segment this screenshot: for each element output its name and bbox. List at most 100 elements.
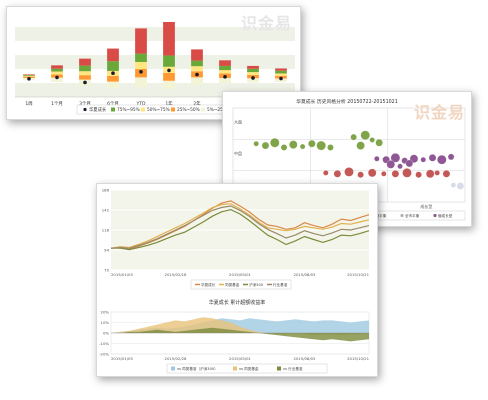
bar-segment — [135, 77, 147, 88]
y-tick-label: -20% — [99, 352, 109, 357]
scatter-point — [369, 137, 375, 143]
bar-segment — [163, 80, 175, 90]
fund-marker — [279, 76, 283, 81]
watermark: 识金易 — [240, 14, 292, 33]
scatter-point — [374, 156, 380, 162]
bar-segment — [163, 21, 175, 56]
legend-label: 50%~75% — [147, 107, 170, 113]
scatter-point — [381, 171, 387, 177]
scatter-point — [299, 143, 306, 150]
x-tick-label: 6个月 — [107, 101, 119, 107]
y-tick-label: 20% — [101, 310, 110, 315]
bar-segment — [247, 65, 259, 69]
scatter-point — [391, 170, 400, 178]
fund-marker — [167, 68, 171, 73]
scatter-point — [402, 168, 412, 178]
bar-segment — [247, 78, 259, 83]
x-tick-label: 2015/10/21 — [347, 356, 369, 361]
y-tick-label: 186 — [102, 188, 110, 193]
bar-segment — [79, 65, 91, 72]
series-line — [110, 203, 370, 249]
x-tick-label: 2015/01/05 — [111, 356, 133, 361]
scatter-point — [316, 140, 326, 151]
scatter-point — [344, 167, 354, 177]
series-line — [110, 205, 370, 249]
bar-segment — [23, 74, 35, 76]
series-area — [111, 317, 369, 336]
fund-marker — [27, 77, 31, 81]
scatter-point — [280, 144, 288, 151]
scatter-point — [447, 153, 455, 161]
bar-segment — [191, 49, 203, 61]
y-tick-label: -10% — [99, 341, 109, 346]
scatter-point — [327, 144, 334, 151]
scatter-point — [289, 140, 298, 149]
chart-title: 华夏成长 历史风格分析 20150722-20151021 — [296, 98, 398, 105]
bar-segment — [79, 75, 91, 80]
legend-swatch — [141, 107, 145, 112]
x-tick-label: 成长型 — [420, 203, 432, 209]
series-line — [111, 208, 370, 251]
y-tick-label: 118 — [102, 228, 110, 233]
legend-swatch — [201, 107, 205, 112]
legend-swatch — [400, 213, 404, 218]
scatter-point — [308, 139, 316, 148]
scatter-point — [350, 133, 357, 141]
y-tick-label: 94 — [104, 248, 109, 253]
legend-label: 华夏成长 — [89, 106, 107, 113]
bar-segment — [275, 68, 287, 71]
bar-segment — [275, 70, 287, 74]
bar-segment — [107, 76, 119, 82]
performance-line-panel: 186 142 118 94 70 2015/01/05 2015/02/18 2015/05… — [96, 183, 378, 377]
y-tick-label: 0% — [103, 331, 109, 336]
bar-segment — [79, 71, 91, 76]
grid-band — [15, 41, 295, 55]
bar-segment — [135, 53, 147, 62]
legend-swatch — [277, 366, 281, 371]
scatter-point — [390, 153, 401, 163]
scatter-point — [420, 156, 426, 163]
x-tick-label: 2015/08/03 — [294, 272, 316, 277]
bar-segment — [135, 62, 147, 69]
scatter-point — [442, 170, 451, 178]
bar-segment — [163, 72, 175, 81]
bar-segment — [191, 66, 203, 72]
legend-swatch — [83, 107, 87, 112]
x-tick-label: 2015/10/21 — [347, 272, 369, 277]
scatter-point — [356, 141, 365, 150]
scatter-point — [270, 138, 280, 148]
bar-segment — [163, 55, 175, 67]
scatter-point — [333, 170, 342, 178]
bar-segment — [275, 73, 287, 76]
x-tick-label: 1年 — [165, 100, 173, 107]
bar-segment — [107, 81, 119, 89]
scatter-point — [357, 171, 364, 178]
scatter-point — [397, 163, 403, 170]
legend-label: 同类基金 — [225, 282, 240, 287]
bar-segment — [23, 74, 35, 75]
y-tick-label: 大盘 — [234, 119, 242, 125]
bar-segment — [107, 61, 119, 71]
legend-label: 沪深300 — [249, 282, 264, 287]
bar-segment — [219, 77, 231, 83]
fund-marker — [139, 70, 143, 74]
x-tick-label: 3个月 — [79, 101, 91, 107]
fund-marker — [111, 71, 115, 75]
bar-segment — [51, 68, 63, 72]
y-tick-label: 中盘 — [234, 150, 242, 156]
scatter-point — [437, 154, 447, 165]
legend-label: 25%~50% — [177, 107, 200, 113]
bar-segment — [51, 65, 63, 69]
bar-segment — [191, 77, 203, 85]
scatter-point — [386, 160, 396, 169]
fund-marker — [223, 75, 227, 79]
bar-segment — [219, 70, 231, 74]
bar-segment — [23, 75, 35, 77]
x-tick-label: 2015/05/01 — [229, 272, 251, 277]
y-tick-label: 70 — [104, 268, 109, 273]
bar-segment — [247, 72, 259, 75]
scatter-point — [253, 140, 259, 147]
legend-label: 华夏成长 — [201, 282, 216, 287]
x-tick-label: 2015/05/01 — [229, 356, 251, 361]
